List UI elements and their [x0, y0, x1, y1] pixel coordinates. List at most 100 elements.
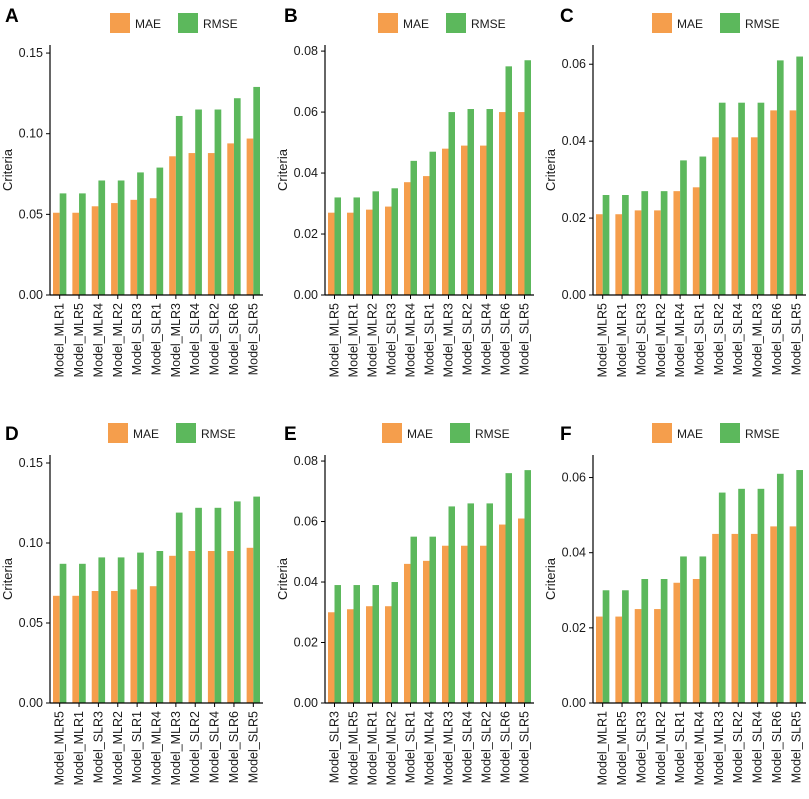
bar-mae: [188, 153, 196, 295]
bar-mae: [596, 616, 603, 703]
x-tick-label: Model_SLR5: [789, 303, 803, 375]
x-tick-label: Model_SLR2: [461, 303, 475, 375]
bar-mae: [654, 609, 661, 703]
bar-mae: [442, 148, 449, 295]
bar-rmse: [253, 496, 260, 703]
chart-panel-a: A MAE RMSE Model_MLR1 Model_MLR5 Model_MLR4 Mo…: [0, 6, 263, 377]
y-tick-label: 0.10: [19, 536, 43, 550]
bar-rmse: [79, 193, 86, 295]
panel-label: E: [284, 424, 297, 445]
legend-label-mae: MAE: [677, 427, 703, 441]
bar-mae: [692, 187, 700, 295]
x-tick-label: Model_SLR3: [91, 711, 105, 783]
y-tick-label: 0.06: [562, 57, 586, 71]
bar-rmse: [214, 507, 222, 703]
bar-rmse: [641, 579, 649, 703]
x-tick-label: Model_MLR4: [404, 303, 418, 377]
bar-mae: [366, 606, 373, 703]
y-tick-label: 0.02: [562, 621, 586, 635]
bar-rmse: [467, 109, 474, 296]
x-tick-label: Model_MLR3: [169, 711, 183, 785]
bar-rmse: [59, 193, 67, 295]
bar-mae: [480, 545, 487, 703]
x-tick-label: Model_MLR5: [328, 303, 342, 377]
y-axis-title: Criteria: [0, 148, 15, 191]
bar-mae: [385, 206, 392, 295]
legend-swatch-mae: [652, 423, 672, 443]
bar-mae: [789, 110, 797, 295]
bar-mae: [423, 560, 430, 703]
bar-rmse: [796, 56, 803, 296]
x-tick-label: Model_MLR4: [693, 711, 707, 785]
bar-rmse: [175, 512, 183, 703]
bar-rmse: [505, 66, 512, 295]
bar-mae: [712, 137, 719, 295]
bar-mae: [328, 212, 335, 295]
legend: MAE RMSE: [652, 423, 780, 443]
bar-mae: [750, 533, 758, 703]
x-tick-label: Model_MLR1: [347, 303, 361, 377]
x-tick-label: Model_SLR1: [150, 303, 164, 375]
legend-swatch-rmse: [446, 13, 466, 33]
bar-mae: [480, 145, 487, 295]
bar-rmse: [391, 582, 398, 703]
bar-mae: [72, 212, 80, 295]
legend-label-rmse: RMSE: [745, 427, 780, 441]
bar-rmse: [486, 503, 493, 703]
legend-label-mae: MAE: [407, 427, 433, 441]
bar-rmse: [195, 507, 202, 703]
bar-rmse: [195, 109, 202, 295]
bar-rmse: [524, 60, 531, 296]
x-tick-label: Model_SLR5: [518, 711, 532, 783]
x-tick-label: Model_SLR6: [770, 303, 784, 375]
x-tick-label: Model_SLR4: [208, 711, 222, 783]
y-tick-label: 0.00: [19, 696, 43, 710]
x-tick-label: Model_MLR1: [72, 711, 86, 785]
bar-mae: [130, 199, 138, 295]
bar-rmse: [738, 488, 745, 703]
bar-mae: [654, 210, 661, 295]
legend-swatch-rmse: [720, 13, 740, 33]
legend-swatch-rmse: [720, 423, 740, 443]
x-tick-label: Model_SLR6: [770, 711, 784, 783]
panel-label: C: [560, 6, 574, 27]
panel-label: A: [5, 6, 19, 27]
legend-swatch-mae: [108, 423, 128, 443]
bar-mae: [750, 137, 758, 295]
bar-mae: [499, 112, 506, 295]
bar-mae: [366, 209, 373, 295]
x-tick-label: Model_SLR3: [130, 303, 144, 375]
x-tick-label: Model_SLR1: [423, 303, 437, 375]
y-tick-label: 0.05: [19, 207, 43, 221]
bar-mae: [692, 579, 700, 703]
legend-label-rmse: RMSE: [201, 427, 236, 441]
bar-mae: [385, 606, 392, 703]
legend-swatch-mae: [652, 13, 672, 33]
x-tick-label: Model_MLR5: [72, 303, 86, 377]
bar-mae: [111, 203, 118, 295]
bar-mae: [207, 551, 215, 703]
bar-rmse: [660, 579, 668, 703]
legend-swatch-mae: [382, 423, 402, 443]
bar-mae: [442, 545, 449, 703]
bar-rmse: [156, 167, 164, 295]
y-tick-label: 0.02: [294, 636, 318, 650]
y-tick-label: 0.02: [294, 227, 318, 241]
x-tick-label: Model_SLR3: [385, 303, 399, 375]
x-tick-label: Model_MLR5: [615, 711, 629, 785]
bar-rmse: [410, 536, 417, 703]
bar-mae: [712, 533, 719, 703]
bar-rmse: [680, 556, 687, 703]
x-tick-label: Model_SLR2: [188, 711, 202, 783]
bar-mae: [634, 609, 642, 703]
x-tick-label: Model_MLR3: [442, 711, 456, 785]
x-tick-label: Model_MLR4: [423, 711, 437, 785]
x-tick-label: Model_SLR2: [480, 711, 494, 783]
bar-rmse: [448, 112, 455, 295]
x-tick-label: Model_MLR5: [347, 711, 361, 785]
legend-label-rmse: RMSE: [475, 427, 510, 441]
y-tick-label: 0.04: [294, 166, 318, 180]
x-tick-label: Model_MLR3: [751, 303, 765, 377]
bar-mae: [130, 589, 138, 703]
bar-mae: [770, 110, 777, 295]
